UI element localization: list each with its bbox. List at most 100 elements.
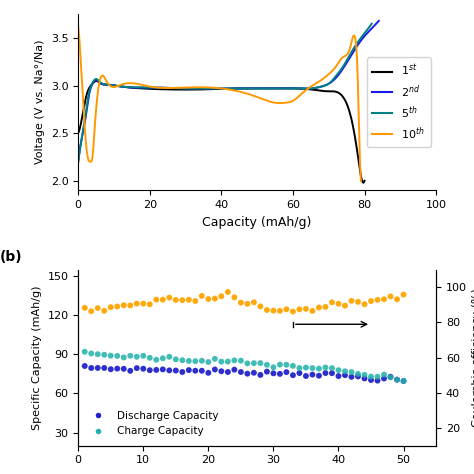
1$^{st}$ [246,85,252,91]
1$^{st}$ [361,180,366,186]
Point [387,374,394,381]
Point [224,368,232,376]
Point [256,302,264,310]
Point [341,367,349,375]
Point [133,353,141,361]
Point [179,356,186,364]
Point [153,356,160,364]
Point [354,373,362,380]
Point [400,377,407,385]
5$^{th}$ [341,62,347,68]
Point [270,364,277,371]
Point [309,307,316,315]
Point [191,357,199,365]
Point [198,357,206,365]
Point [309,371,316,378]
1$^{st}$ [75,130,81,136]
Point [230,366,238,374]
Point [146,301,154,308]
Point [94,304,101,312]
Point [263,306,271,314]
Point [107,365,115,373]
Point [367,297,375,305]
Point [315,372,323,380]
Point [218,292,225,300]
Point [276,370,284,378]
2$^{nd}$ [76,151,82,156]
1$^{st}$ [318,88,323,93]
Point [289,362,297,370]
Point [120,354,128,361]
Point [354,370,362,378]
Point [159,296,166,303]
Point [302,372,310,380]
Point [218,358,225,365]
Point [94,364,101,372]
Point [283,368,290,376]
Point [289,372,297,379]
Point [159,355,166,362]
Point [230,293,238,301]
Legend: Discharge Capacity, Charge Capacity: Discharge Capacity, Charge Capacity [83,407,222,440]
Y-axis label: Specific Capacity (mAh/g): Specific Capacity (mAh/g) [32,285,42,430]
Point [127,367,134,374]
Point [322,364,329,371]
Point [367,376,375,384]
Point [139,365,147,373]
Point [328,365,336,372]
10$^{th}$ [75,24,81,29]
Y-axis label: Voltage (V vs. Na°/Na): Voltage (V vs. Na°/Na) [35,40,45,164]
Point [81,362,89,370]
Point [179,368,186,376]
Point [113,365,121,373]
1$^{st}$ [93,78,99,84]
Point [81,304,89,311]
Point [237,357,245,365]
Point [393,376,401,383]
Point [250,299,258,306]
Point [133,300,141,308]
5$^{th}$ [323,82,328,88]
2$^{nd}$ [75,159,81,164]
Point [191,297,199,305]
Point [244,360,251,367]
Point [315,365,323,373]
1$^{st}$ [247,85,253,91]
Point [348,373,356,381]
Point [393,295,401,303]
Point [87,350,95,357]
Point [224,358,232,365]
1$^{st}$ [336,90,341,96]
10$^{th}$ [243,91,248,96]
Point [179,296,186,304]
Point [354,298,362,306]
Point [198,292,206,300]
Point [276,307,284,315]
Point [87,308,95,315]
2$^{nd}$ [259,86,265,91]
Point [211,366,219,374]
Line: 10$^{th}$: 10$^{th}$ [78,27,361,181]
Point [328,299,336,306]
Point [302,305,310,313]
10$^{th}$ [76,34,82,39]
Point [165,366,173,374]
Point [120,301,128,309]
Point [335,366,342,374]
Point [380,295,388,303]
10$^{th}$ [244,91,249,96]
Point [244,370,251,377]
Point [348,297,356,305]
Point [328,369,336,377]
5$^{th}$ [75,159,81,164]
Point [153,296,160,303]
Point [205,358,212,366]
Point [172,367,180,374]
Point [400,377,407,385]
5$^{th}$ [250,86,256,91]
Point [224,288,232,296]
Point [107,352,115,359]
Point [159,365,166,373]
Point [127,352,134,360]
10$^{th}$ [332,65,337,71]
